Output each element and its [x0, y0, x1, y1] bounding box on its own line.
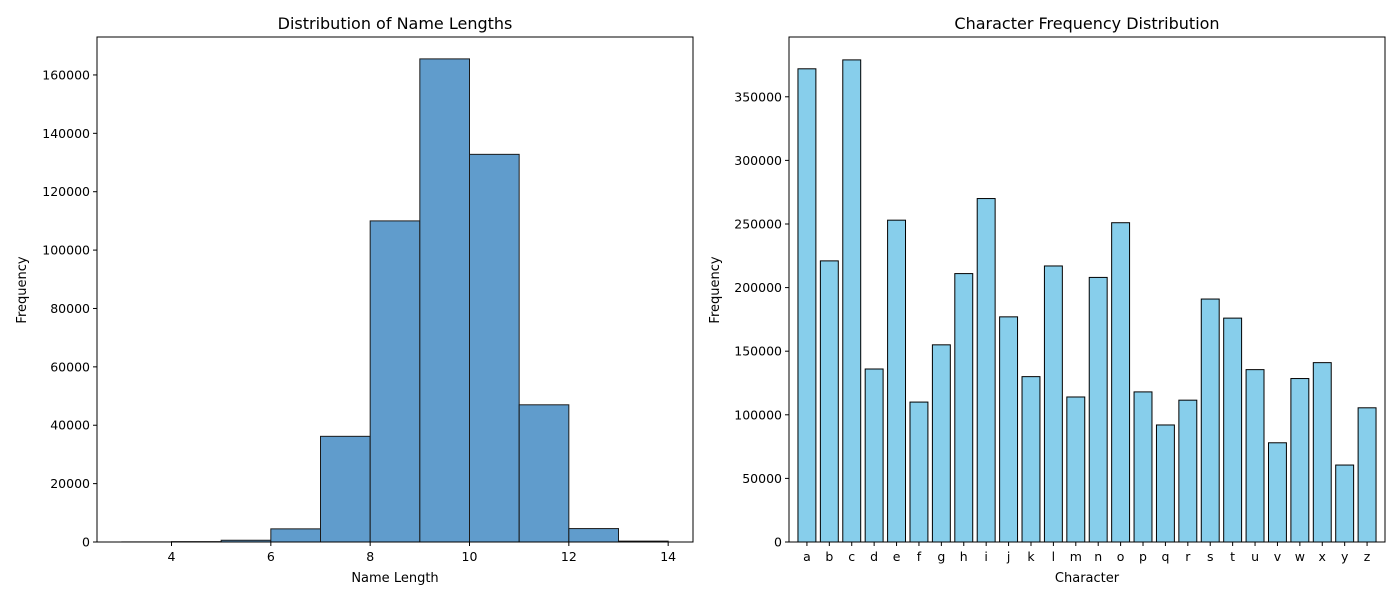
bar-g — [931, 344, 951, 543]
y-axis-label: Frequency — [15, 256, 30, 323]
y-tick-label: 140000 — [42, 126, 90, 141]
x-axis-ticks: 4 6 8 10 12 14 — [168, 542, 676, 564]
x-tick-label: g — [937, 549, 945, 564]
y-axis-label: Frequency — [708, 256, 723, 323]
histogram-bar — [369, 220, 421, 543]
x-tick-label: 10 — [462, 549, 478, 564]
x-tick-label: f — [917, 549, 922, 564]
bar-p — [1133, 391, 1153, 543]
plot-frame — [96, 36, 694, 543]
y-tick-label: 60000 — [50, 359, 90, 374]
y-tick-label: 200000 — [734, 280, 782, 295]
y-tick-label: 50000 — [742, 471, 782, 486]
x-axis-label: Name Length — [351, 571, 438, 586]
bar-n — [1088, 276, 1108, 543]
x-tick-label: k — [1027, 549, 1035, 564]
y-tick-label: 100000 — [734, 407, 782, 422]
bar-h — [954, 273, 974, 543]
y-tick-label: 100000 — [42, 243, 90, 258]
x-tick-label: i — [984, 549, 987, 564]
x-tick-label: q — [1161, 549, 1169, 564]
x-tick-label: o — [1117, 549, 1125, 564]
bar-y — [1335, 464, 1355, 543]
x-tick-label: 4 — [168, 549, 176, 564]
bar-t — [1223, 317, 1243, 543]
histogram-bar — [568, 528, 619, 543]
x-tick-label: c — [848, 549, 855, 564]
bar-e — [887, 219, 907, 543]
x-tick-label: h — [960, 549, 968, 564]
bar-r — [1178, 399, 1198, 543]
chart-title: Character Frequency Distribution — [954, 14, 1219, 33]
bar-c — [842, 59, 862, 543]
x-axis-label: Character — [1055, 571, 1120, 586]
x-tick-label: u — [1251, 549, 1259, 564]
y-tick-label: 350000 — [734, 89, 782, 104]
histogram-bars — [121, 58, 669, 543]
histogram-bar — [270, 528, 322, 543]
x-tick-label: v — [1274, 549, 1282, 564]
x-tick-label: l — [1052, 549, 1055, 564]
histogram-bar — [320, 435, 371, 543]
x-tick-label: p — [1139, 549, 1147, 564]
character-bars — [797, 59, 1377, 543]
chart-title: Distribution of Name Lengths — [278, 14, 513, 33]
bar-f — [909, 401, 929, 543]
x-tick-label: x — [1319, 549, 1326, 564]
y-tick-label: 40000 — [50, 418, 90, 433]
y-tick-label: 120000 — [42, 184, 90, 199]
bar-w — [1290, 378, 1310, 543]
bar-a — [797, 68, 817, 543]
x-tick-label: e — [893, 549, 901, 564]
y-tick-label: 20000 — [50, 476, 90, 491]
bar-q — [1155, 424, 1175, 543]
x-tick-label: 8 — [366, 549, 374, 564]
bar-v — [1267, 442, 1287, 543]
histogram-bar — [518, 404, 570, 543]
bar-o — [1111, 222, 1131, 543]
x-tick-label: a — [803, 549, 811, 564]
bar-i — [976, 198, 996, 543]
y-tick-label: 160000 — [42, 67, 90, 82]
bar-s — [1200, 298, 1220, 543]
x-tick-label: s — [1207, 549, 1214, 564]
y-tick-label: 300000 — [734, 153, 782, 168]
x-tick-label: 14 — [660, 549, 676, 564]
plot-frame — [788, 36, 1386, 543]
y-tick-label: 0 — [774, 535, 782, 550]
bar-l — [1043, 265, 1063, 543]
x-tick-label: j — [1006, 549, 1010, 564]
bar-m — [1066, 396, 1086, 543]
x-tick-label: n — [1094, 549, 1102, 564]
x-tick-label: w — [1295, 549, 1305, 564]
name-length-histogram: Distribution of Name Lengths 4 6 8 10 12 14 0… — [15, 14, 694, 586]
histogram-bar — [469, 153, 520, 543]
x-tick-label: r — [1185, 549, 1191, 564]
histogram-bar — [419, 58, 471, 543]
x-tick-label: 12 — [561, 549, 577, 564]
bar-u — [1245, 369, 1265, 543]
y-tick-label: 250000 — [734, 216, 782, 231]
y-tick-label: 150000 — [734, 344, 782, 359]
bar-k — [1021, 376, 1041, 543]
bar-b — [819, 260, 839, 543]
x-tick-label: z — [1364, 549, 1371, 564]
x-tick-label: 6 — [267, 549, 275, 564]
bar-z — [1357, 407, 1377, 543]
x-tick-label: m — [1070, 549, 1082, 564]
y-tick-label: 0 — [82, 535, 90, 550]
y-tick-label: 80000 — [50, 301, 90, 316]
y-axis-ticks: 0 20000 40000 60000 80000 100000 120000 140000 1… — [42, 67, 97, 550]
bar-j — [999, 316, 1019, 543]
x-tick-label: d — [870, 549, 878, 564]
bar-x — [1312, 362, 1332, 543]
x-tick-label: t — [1230, 549, 1235, 564]
x-tick-label: b — [825, 549, 833, 564]
y-axis-ticks: 0 50000 100000 150000 200000 250000 300000 3500… — [734, 89, 789, 550]
bar-d — [864, 368, 884, 543]
x-tick-label: y — [1341, 549, 1349, 564]
